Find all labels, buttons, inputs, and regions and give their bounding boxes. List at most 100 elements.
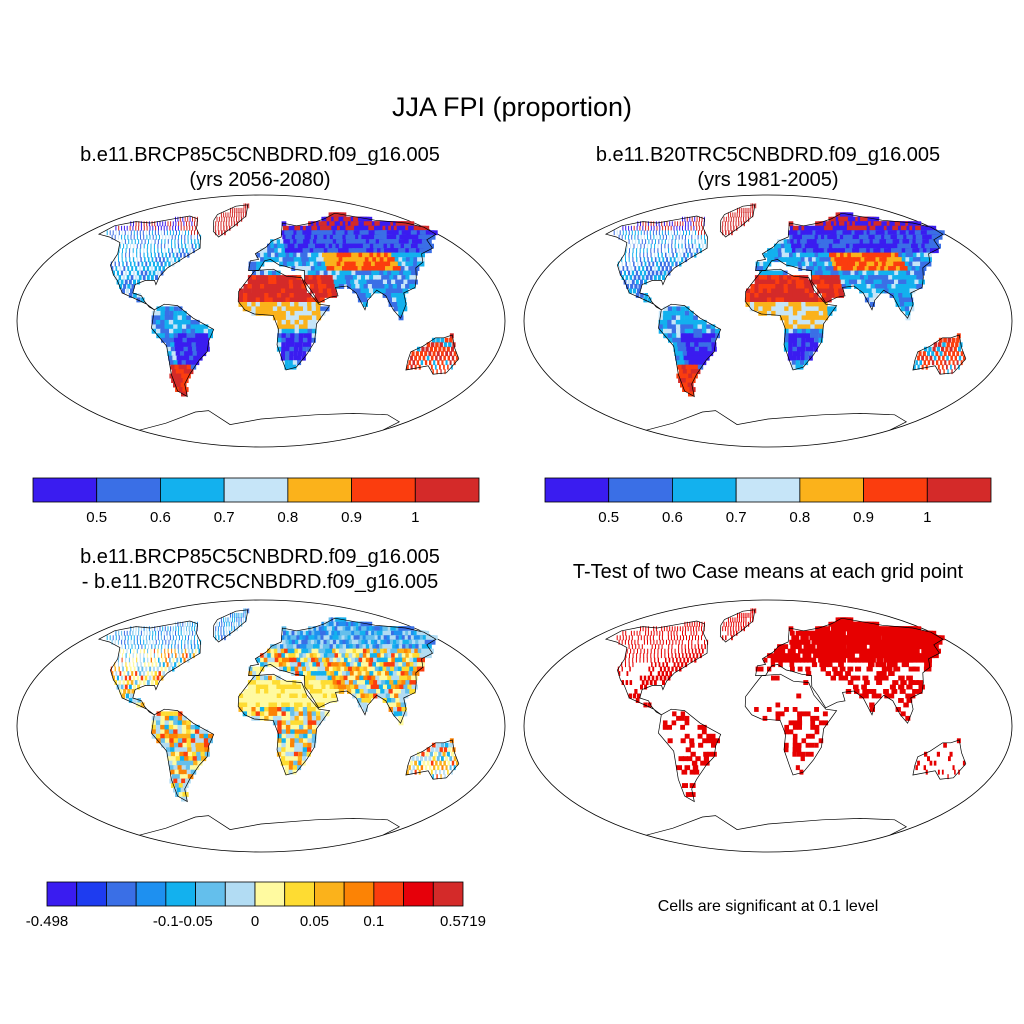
grid-cell bbox=[301, 662, 307, 668]
grid-cell bbox=[354, 684, 360, 690]
grid-cell bbox=[115, 671, 118, 676]
grid-cell bbox=[667, 315, 672, 321]
grid-cell bbox=[186, 738, 192, 744]
grid-cell bbox=[662, 319, 668, 325]
grid-cell bbox=[678, 243, 680, 249]
grid-cell bbox=[278, 257, 284, 263]
grid-cell bbox=[322, 288, 328, 294]
grid-cell bbox=[643, 234, 645, 240]
grid-cell bbox=[160, 666, 163, 672]
grid-cell bbox=[802, 266, 808, 271]
grid-cell bbox=[145, 261, 148, 267]
grid-cell bbox=[743, 216, 744, 222]
grid-cell bbox=[855, 261, 862, 267]
grid-cell bbox=[121, 657, 123, 663]
grid-cell bbox=[303, 310, 308, 316]
grid-cell bbox=[325, 252, 332, 258]
grid-cell bbox=[136, 243, 138, 249]
grid-cell bbox=[432, 351, 436, 357]
grid-cell bbox=[724, 626, 726, 632]
grid-cell bbox=[947, 369, 949, 375]
grid-cell bbox=[448, 747, 452, 753]
grid-cell bbox=[653, 234, 655, 240]
grid-cell bbox=[184, 355, 191, 361]
grid-cell bbox=[387, 675, 394, 681]
grid-cell bbox=[173, 733, 179, 739]
grid-cell bbox=[797, 261, 803, 267]
grid-cell bbox=[894, 270, 901, 276]
grid-cell bbox=[177, 324, 183, 330]
grid-cell bbox=[658, 644, 660, 650]
grid-cell bbox=[252, 270, 257, 276]
grid-cell bbox=[161, 644, 163, 650]
grid-cell bbox=[701, 635, 702, 641]
grid-cell bbox=[299, 724, 304, 730]
grid-cell bbox=[767, 284, 772, 289]
grid-cell bbox=[160, 261, 163, 267]
grid-cell bbox=[645, 275, 649, 280]
grid-cell bbox=[771, 270, 776, 276]
grid-cell bbox=[741, 212, 743, 218]
grid-cell bbox=[653, 266, 657, 271]
grid-cell bbox=[152, 261, 155, 267]
grid-cell bbox=[619, 635, 621, 641]
grid-cell bbox=[405, 261, 413, 267]
grid-cell bbox=[176, 252, 179, 258]
grid-cell bbox=[927, 351, 930, 357]
grid-cell bbox=[229, 617, 231, 623]
grid-cell bbox=[704, 355, 710, 361]
grid-cell bbox=[815, 257, 821, 263]
grid-cell bbox=[303, 711, 308, 717]
grid-cell bbox=[843, 261, 850, 267]
grid-cell bbox=[823, 626, 831, 632]
grid-cell bbox=[812, 230, 819, 236]
grid-cell bbox=[653, 248, 655, 254]
grid-cell bbox=[234, 212, 236, 218]
grid-cell bbox=[447, 760, 450, 766]
grid-cell bbox=[277, 733, 282, 739]
grid-cell bbox=[331, 675, 338, 681]
grid-cell bbox=[415, 351, 419, 357]
grid-cell bbox=[272, 310, 278, 316]
grid-cell bbox=[299, 644, 306, 650]
grid-cell bbox=[190, 328, 196, 334]
grid-cell bbox=[316, 248, 323, 254]
grid-cell bbox=[702, 243, 704, 249]
grid-cell bbox=[281, 698, 286, 703]
grid-cell bbox=[680, 360, 686, 366]
grid-cell bbox=[373, 671, 380, 676]
grid-cell bbox=[952, 351, 955, 357]
grid-cell bbox=[377, 275, 384, 280]
grid-cell bbox=[160, 711, 166, 717]
grid-cell bbox=[148, 239, 149, 245]
grid-cell bbox=[312, 724, 317, 730]
grid-cell bbox=[405, 284, 412, 289]
grid-cell bbox=[283, 644, 288, 650]
grid-cell bbox=[843, 275, 850, 280]
grid-cell bbox=[735, 621, 737, 627]
grid-cell bbox=[285, 729, 291, 735]
grid-cell bbox=[767, 279, 772, 285]
grid-cell bbox=[783, 644, 789, 650]
grid-cell bbox=[298, 666, 304, 672]
grid-cell bbox=[412, 765, 415, 771]
grid-cell bbox=[386, 293, 393, 298]
grid-cell bbox=[132, 630, 134, 636]
grid-cell bbox=[685, 234, 686, 240]
grid-cell bbox=[671, 310, 677, 316]
grid-cell bbox=[629, 275, 633, 280]
grid-cell bbox=[127, 639, 129, 645]
grid-cell bbox=[697, 644, 700, 650]
coastline-greenland bbox=[212, 609, 249, 643]
grid-cell bbox=[128, 293, 133, 298]
grid-cell bbox=[676, 337, 682, 343]
grid-cell bbox=[294, 310, 300, 316]
grid-cell bbox=[183, 342, 189, 348]
grid-cell bbox=[888, 288, 895, 294]
grid-cell bbox=[672, 234, 674, 240]
grid-cell bbox=[127, 234, 129, 240]
grid-cell bbox=[759, 261, 764, 267]
grid-cell bbox=[901, 288, 907, 294]
grid-cell bbox=[777, 648, 782, 654]
grid-cell bbox=[285, 355, 290, 361]
